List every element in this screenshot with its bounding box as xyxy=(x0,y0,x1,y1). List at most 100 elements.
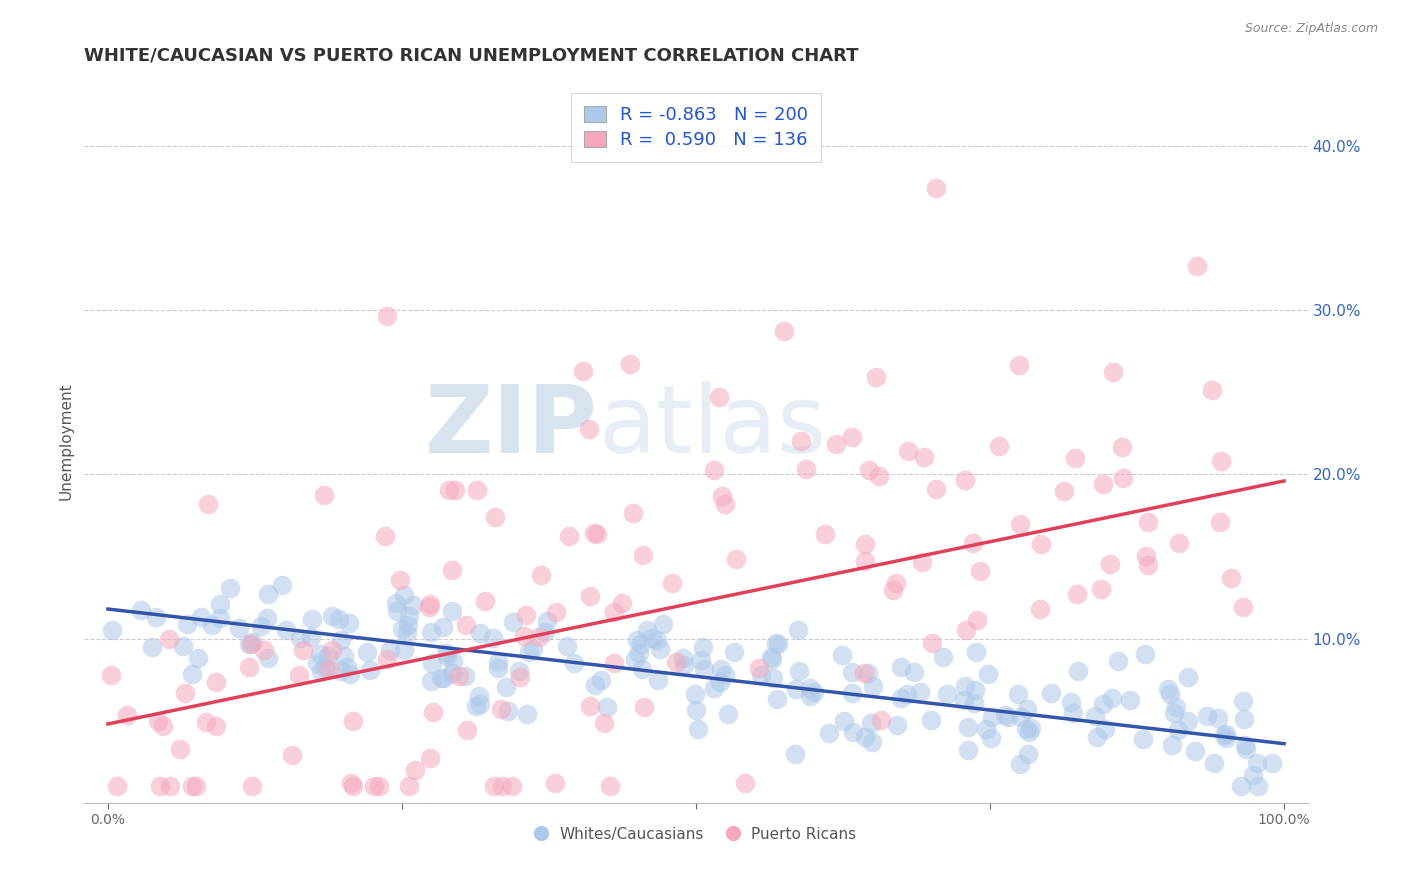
Point xyxy=(287,668,309,682)
Point xyxy=(1211,454,1233,468)
Point xyxy=(329,664,352,678)
Point xyxy=(433,671,456,685)
Point xyxy=(831,648,853,662)
Point xyxy=(1085,730,1108,744)
Point xyxy=(340,776,363,790)
Point xyxy=(853,554,876,568)
Point xyxy=(710,662,733,676)
Point xyxy=(1161,739,1184,753)
Point xyxy=(1157,681,1180,696)
Point xyxy=(385,603,408,617)
Point xyxy=(309,664,332,678)
Point xyxy=(1112,471,1135,485)
Point xyxy=(858,463,880,477)
Point xyxy=(209,597,232,611)
Point xyxy=(209,610,232,624)
Point xyxy=(957,720,980,734)
Point xyxy=(180,780,202,794)
Point xyxy=(765,636,787,650)
Point xyxy=(630,637,652,651)
Point xyxy=(832,714,855,728)
Point xyxy=(444,483,467,497)
Point xyxy=(484,509,506,524)
Point xyxy=(436,649,458,664)
Point xyxy=(624,652,647,666)
Point xyxy=(1177,670,1199,684)
Point xyxy=(688,722,710,736)
Point xyxy=(363,780,385,794)
Point xyxy=(436,646,458,660)
Point xyxy=(977,667,1000,681)
Point xyxy=(482,780,505,794)
Point xyxy=(398,609,420,624)
Point xyxy=(529,630,551,644)
Point xyxy=(1163,706,1185,721)
Point xyxy=(841,665,863,680)
Point xyxy=(636,624,658,638)
Y-axis label: Unemployment: Unemployment xyxy=(58,383,73,500)
Point xyxy=(583,526,606,541)
Point xyxy=(509,670,531,684)
Point xyxy=(1208,711,1230,725)
Point xyxy=(647,673,669,687)
Point xyxy=(1195,709,1218,723)
Point xyxy=(159,780,181,794)
Point xyxy=(882,583,904,598)
Point xyxy=(1015,722,1038,736)
Point xyxy=(1137,515,1160,529)
Point xyxy=(1137,558,1160,572)
Point xyxy=(599,780,621,794)
Point xyxy=(702,681,724,695)
Point xyxy=(717,706,740,721)
Point xyxy=(1092,697,1115,711)
Point xyxy=(1246,756,1268,770)
Point xyxy=(1166,699,1188,714)
Point xyxy=(1209,515,1232,529)
Point xyxy=(392,588,415,602)
Point xyxy=(685,687,707,701)
Point xyxy=(486,660,509,674)
Point xyxy=(195,715,218,730)
Point xyxy=(610,596,633,610)
Point xyxy=(921,636,943,650)
Point xyxy=(1066,587,1088,601)
Point xyxy=(419,598,441,612)
Point xyxy=(709,390,731,404)
Point xyxy=(762,671,785,685)
Point xyxy=(1241,768,1264,782)
Point xyxy=(441,654,464,668)
Point xyxy=(910,555,932,569)
Point xyxy=(100,624,122,638)
Point xyxy=(218,582,240,596)
Point xyxy=(1177,714,1199,729)
Point xyxy=(374,529,396,543)
Point xyxy=(988,439,1011,453)
Point xyxy=(238,659,260,673)
Point xyxy=(787,624,810,638)
Point xyxy=(586,527,609,541)
Point xyxy=(391,622,413,636)
Point xyxy=(1233,712,1256,726)
Point xyxy=(630,662,652,676)
Point xyxy=(496,705,519,719)
Point xyxy=(997,709,1019,723)
Point xyxy=(955,679,977,693)
Point xyxy=(734,776,756,790)
Point xyxy=(157,632,180,647)
Point xyxy=(228,621,250,635)
Point xyxy=(456,618,478,632)
Point xyxy=(274,623,297,637)
Point xyxy=(903,665,925,679)
Point xyxy=(329,633,352,648)
Point xyxy=(1167,723,1189,737)
Point xyxy=(257,650,280,665)
Point xyxy=(761,650,783,665)
Point xyxy=(853,731,876,745)
Point xyxy=(853,537,876,551)
Point xyxy=(513,629,536,643)
Point xyxy=(953,473,976,487)
Point xyxy=(305,657,328,671)
Point xyxy=(468,626,491,640)
Point xyxy=(1090,582,1112,596)
Point xyxy=(1063,450,1085,465)
